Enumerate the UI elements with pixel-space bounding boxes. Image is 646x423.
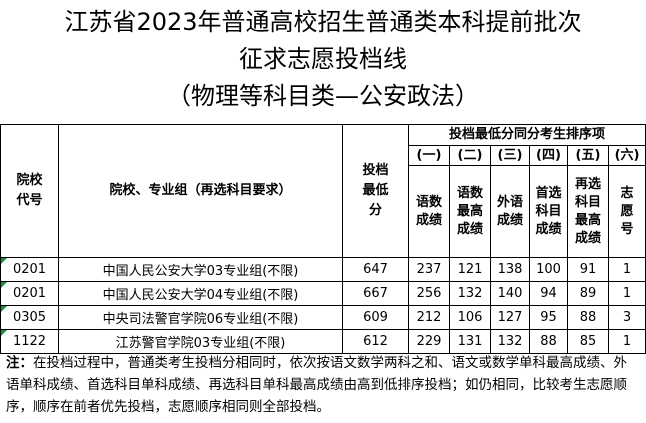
school-code: 0201	[0, 281, 59, 306]
rank-1: 237	[408, 257, 450, 282]
rank-4: 95	[529, 305, 568, 330]
rank-6: 1	[607, 329, 646, 354]
school-code: 0305	[0, 305, 59, 330]
table-row: 0201 中国人民公安大学04专业组(不限) 667 256 132 140 9…	[0, 281, 646, 306]
rank-1: 256	[408, 281, 450, 306]
score-table: 院校代号 院校、专业组（再选科目要求） 投档最低分 投档最低分同分考生排序项 (…	[0, 124, 646, 354]
rank-5: 85	[567, 329, 609, 354]
min-score: 667	[342, 281, 409, 306]
header-sub-3-label: 外语成绩	[490, 165, 530, 258]
header-sub-4-label: 首选科目成绩	[529, 165, 568, 258]
page-title-line-2: 征求志愿投档线	[239, 45, 407, 73]
header-sub-2-num: (二)	[449, 145, 491, 166]
header-rank-group: 投档最低分同分考生排序项	[407, 124, 646, 146]
table-row: 0305 中央司法警官学院06专业组(不限) 609 212 106 127 9…	[0, 305, 646, 330]
rank-4: 100	[529, 257, 568, 282]
rank-6: 1	[607, 257, 646, 282]
rank-4: 88	[529, 329, 568, 354]
header-sub-6-label: 志愿号	[607, 165, 646, 258]
rank-2: 121	[449, 257, 491, 282]
rank-2: 132	[449, 281, 491, 306]
rank-5: 88	[567, 305, 609, 330]
header-sub-4-num: (四)	[529, 145, 568, 166]
rank-2: 106	[449, 305, 491, 330]
header-sub-5-num: (五)	[567, 145, 609, 166]
rank-5: 89	[567, 281, 609, 306]
school-name: 江苏警官学院03专业组(不限)	[58, 329, 343, 354]
header-sub-6-num: (六)	[607, 145, 646, 166]
header-sub-5-label: 再选科目最高成绩	[567, 165, 609, 258]
header-min-score: 投档最低分	[342, 124, 409, 258]
rank-1: 229	[408, 329, 450, 354]
rank-3: 127	[490, 305, 530, 330]
rank-6: 1	[607, 281, 646, 306]
rank-6: 3	[607, 305, 646, 330]
school-code: 1122	[0, 329, 59, 354]
rank-3: 132	[490, 329, 530, 354]
page-title-line-1: 江苏省2023年普通高校招生普通类本科提前批次	[64, 8, 582, 36]
header-code: 院校代号	[0, 124, 59, 258]
table-row: 0201 中国人民公安大学03专业组(不限) 647 237 121 138 1…	[0, 257, 646, 282]
footnote: 注：在投档过程中，普通类考生投档分相同时，依次按语文数学两科之和、语文或数学单科…	[6, 352, 638, 418]
footnote-text: 在投档过程中，普通类考生投档分相同时，依次按语文数学两科之和、语文或数学单科最高…	[6, 355, 627, 415]
rank-4: 94	[529, 281, 568, 306]
header-sub-1-label: 语数成绩	[408, 165, 450, 258]
rank-1: 212	[408, 305, 450, 330]
rank-2: 131	[449, 329, 491, 354]
footnote-label: 注：	[6, 355, 33, 371]
header-sub-2-label: 语数最高成绩	[449, 165, 491, 258]
table-row: 1122 江苏警官学院03专业组(不限) 612 229 131 132 88 …	[0, 329, 646, 354]
school-code: 0201	[0, 257, 59, 282]
rank-3: 138	[490, 257, 530, 282]
min-score: 609	[342, 305, 409, 330]
min-score: 647	[342, 257, 409, 282]
school-name: 中央司法警官学院06专业组(不限)	[58, 305, 343, 330]
rank-5: 91	[567, 257, 609, 282]
rank-3: 140	[490, 281, 530, 306]
page-title-line-3: （物理等科目类—公安政法）	[167, 82, 479, 110]
header-sub-1-num: (一)	[408, 145, 450, 166]
min-score: 612	[342, 329, 409, 354]
school-name: 中国人民公安大学04专业组(不限)	[58, 281, 343, 306]
header-school: 院校、专业组（再选科目要求）	[58, 124, 343, 258]
school-name: 中国人民公安大学03专业组(不限)	[58, 257, 343, 282]
header-sub-3-num: (三)	[490, 145, 530, 166]
